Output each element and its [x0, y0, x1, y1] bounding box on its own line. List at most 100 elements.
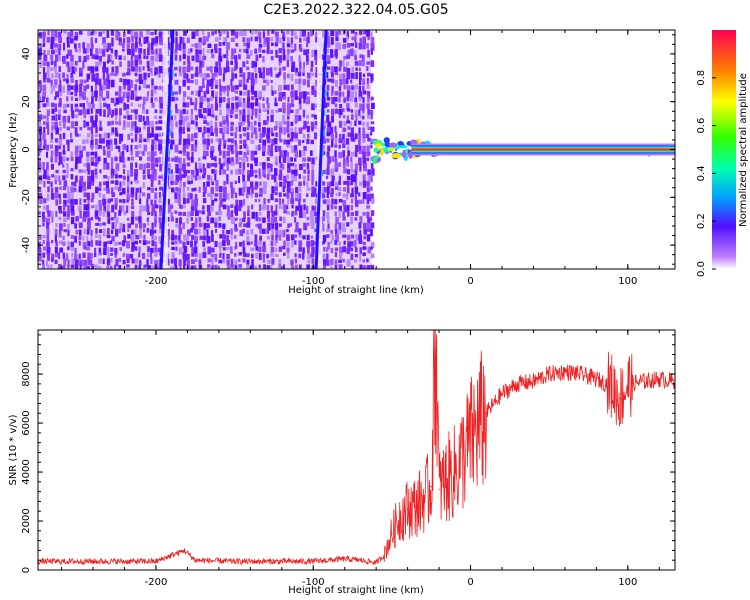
noise-cell	[170, 120, 174, 127]
noise-cell	[367, 72, 371, 77]
noise-cell	[202, 48, 205, 57]
noise-cell	[54, 48, 59, 53]
noise-cell	[199, 168, 203, 173]
noise-cell	[330, 258, 334, 265]
noise-cell	[326, 186, 330, 195]
noise-cell	[206, 84, 209, 93]
noise-cell	[114, 222, 117, 229]
noise-cell	[242, 72, 246, 81]
noise-cell	[366, 222, 371, 231]
noise-cell	[78, 30, 83, 35]
noise-cell	[147, 187, 151, 191]
noise-cell	[82, 252, 86, 259]
noise-cell	[90, 37, 93, 45]
noise-cell	[183, 264, 186, 269]
noise-cell	[150, 97, 154, 104]
noise-cell	[51, 126, 54, 132]
noise-cell	[146, 138, 150, 143]
noise-cell	[122, 223, 126, 232]
noise-cell	[79, 96, 82, 101]
noise-cell	[70, 85, 74, 90]
noise-cell	[290, 265, 295, 269]
noise-cell	[150, 31, 155, 36]
noise-cell	[226, 151, 230, 157]
noise-cell	[158, 139, 162, 148]
noise-cell	[187, 169, 190, 174]
noise-cell	[154, 133, 159, 142]
noise-cell	[359, 96, 362, 102]
noise-cell	[354, 133, 358, 140]
noise-cell	[194, 102, 197, 111]
noise-cell	[138, 73, 143, 82]
noise-cell	[214, 79, 219, 86]
noise-cell	[334, 205, 337, 210]
noise-cell	[290, 234, 295, 241]
noise-cell	[194, 246, 198, 254]
noise-cell	[347, 241, 352, 248]
noise-cell	[362, 259, 366, 263]
noise-cell	[119, 199, 122, 203]
noise-cell	[59, 91, 63, 97]
noise-cell	[127, 67, 131, 76]
noise-cell	[330, 192, 334, 198]
noise-cell	[91, 120, 95, 128]
noise-cell	[130, 156, 134, 161]
noise-cell	[354, 181, 357, 186]
noise-cell	[206, 150, 209, 156]
noise-cell	[219, 127, 223, 134]
noise-cell	[266, 79, 270, 86]
noise-cell	[362, 222, 367, 229]
noise-cell	[82, 91, 86, 100]
noise-cell	[186, 121, 191, 130]
noise-cell	[111, 235, 115, 242]
noise-cell	[299, 103, 302, 110]
noise-cell	[58, 66, 61, 73]
noise-cell	[183, 246, 188, 253]
noise-cell	[362, 241, 366, 246]
noise-cell	[143, 72, 147, 81]
noise-cell	[207, 31, 211, 38]
noise-cell	[138, 85, 141, 91]
noise-cell	[170, 132, 174, 139]
tone-onset-blob	[387, 147, 394, 152]
noise-cell	[102, 72, 105, 80]
noise-cell	[222, 96, 226, 102]
noise-cell	[67, 144, 70, 152]
noise-cell	[214, 30, 217, 35]
noise-cell	[74, 175, 78, 183]
noise-cell	[150, 151, 155, 159]
noise-cell	[215, 85, 218, 89]
noise-cell	[338, 144, 341, 149]
noise-cell	[206, 223, 210, 229]
noise-cell	[243, 42, 247, 47]
noise-cell	[222, 115, 226, 122]
noise-cell	[175, 97, 179, 101]
noise-cell	[127, 223, 132, 229]
noise-cell	[218, 61, 221, 70]
noise-cell	[103, 205, 107, 212]
noise-cell	[146, 97, 149, 102]
noise-cell	[74, 181, 77, 187]
noise-cell	[334, 72, 339, 76]
noise-cell	[267, 168, 271, 176]
noise-cell	[159, 222, 163, 229]
noise-cell	[234, 31, 239, 39]
noise-cell	[362, 180, 367, 188]
noise-cell	[82, 48, 87, 54]
noise-cell	[39, 133, 42, 140]
noise-cell	[206, 121, 210, 126]
noise-cell	[198, 175, 202, 181]
noise-cell	[346, 162, 350, 167]
noise-cell	[70, 157, 74, 162]
noise-cell	[239, 90, 243, 96]
noise-cell	[154, 252, 158, 257]
noise-cell	[251, 211, 256, 219]
noise-cell	[362, 43, 366, 50]
noise-cell	[111, 60, 114, 65]
noise-cell	[238, 79, 243, 87]
noise-cell	[234, 205, 238, 214]
noise-cell	[278, 121, 283, 128]
noise-cell	[359, 229, 362, 238]
noise-cell	[110, 168, 115, 176]
noise-cell	[87, 175, 92, 184]
